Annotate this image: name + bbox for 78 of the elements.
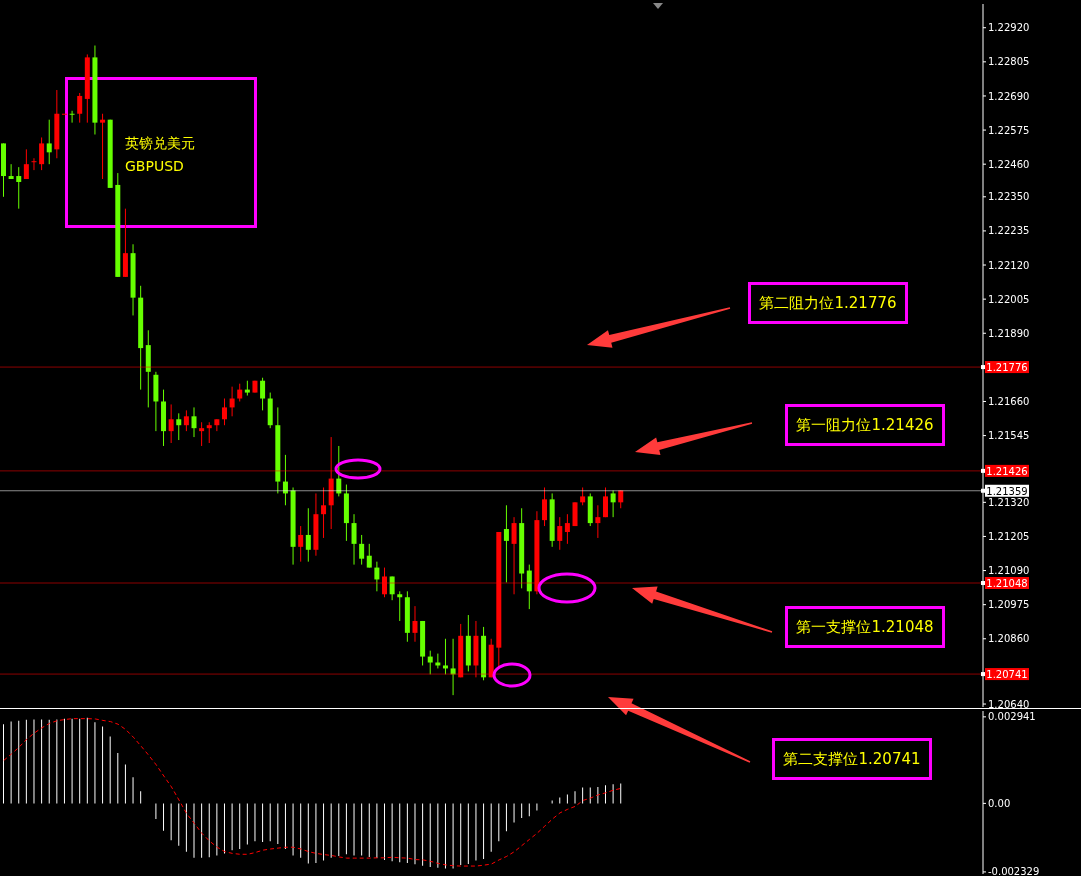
candlestick	[46, 119, 52, 165]
candlestick	[191, 406, 197, 438]
y-tick-label: 1.21090	[988, 565, 1030, 577]
candlestick	[221, 398, 227, 426]
y-tick-label: 1.20640	[988, 698, 1030, 710]
y-tick-label: 1.22005	[988, 293, 1030, 305]
annotation: 第二阻力位1.21776	[748, 282, 908, 324]
y-tick-label: 1.22460	[988, 158, 1030, 170]
ref-line-label: 1.21426	[986, 465, 1028, 477]
candlestick	[557, 516, 563, 551]
candlestick	[229, 386, 235, 417]
y-tick-label: 0.002941	[988, 711, 1036, 723]
y-tick-label: -0.002329	[988, 866, 1040, 876]
candlestick	[595, 504, 601, 539]
candlestick	[8, 163, 14, 180]
y-tick-label: 1.22690	[988, 90, 1030, 102]
y-tick-label: 1.22575	[988, 124, 1030, 136]
candlestick	[336, 445, 342, 497]
y-tick-label: 1.22350	[988, 191, 1030, 203]
candlestick	[511, 516, 517, 595]
candlestick	[442, 638, 448, 675]
ref-line-label: 1.21048	[986, 578, 1028, 590]
candlestick	[366, 543, 372, 569]
candlestick	[602, 487, 608, 518]
candlestick	[359, 534, 365, 566]
y-tick-label: 1.22235	[988, 225, 1030, 237]
candlestick	[23, 148, 29, 180]
text: GBPUSD	[125, 158, 184, 174]
candlestick	[321, 487, 327, 539]
candlestick	[389, 575, 395, 601]
annotation: 第一阻力位1.21426	[785, 404, 945, 446]
candlestick	[176, 412, 182, 441]
candlestick	[183, 409, 189, 432]
y-tick-label: 1.20975	[988, 599, 1030, 611]
candlestick	[610, 489, 616, 518]
candlestick	[351, 513, 357, 566]
candlestick	[69, 110, 75, 124]
y-tick-label: 1.21660	[988, 396, 1030, 408]
candlestick	[77, 92, 83, 124]
y-tick-label: 1.21890	[988, 327, 1030, 339]
annotation: 第一支撑位1.21048	[785, 606, 945, 648]
candlestick	[412, 605, 418, 643]
candlestick	[382, 567, 388, 598]
ref-line-label: 1.21359	[986, 485, 1028, 497]
y-tick-label: 1.22920	[988, 22, 1030, 34]
candlestick	[542, 487, 548, 527]
candlestick	[168, 403, 174, 444]
candlestick	[305, 507, 311, 563]
candlestick	[100, 113, 106, 180]
candlestick	[564, 513, 570, 545]
text: 英镑兑美元	[125, 135, 195, 153]
candlestick	[39, 136, 45, 171]
candlestick	[199, 421, 205, 447]
candlestick	[374, 561, 380, 592]
candlestick	[450, 638, 456, 696]
y-tick-label: 1.21320	[988, 496, 1030, 508]
candlestick	[298, 525, 304, 563]
y-tick-label: 1.21545	[988, 430, 1030, 442]
candlestick	[206, 421, 212, 444]
y-tick-label: 0.00	[988, 797, 1011, 809]
candlestick	[282, 454, 288, 506]
line-series	[3, 718, 622, 867]
candlestick	[397, 590, 403, 622]
annotation: 第二支撑位1.20741	[772, 738, 932, 780]
ref-line-label: 1.21776	[986, 362, 1028, 374]
candlestick	[16, 166, 22, 210]
y-tick-label: 1.22805	[988, 56, 1030, 68]
candlestick	[503, 504, 509, 583]
y-tick-label: 1.20860	[988, 633, 1030, 645]
candlestick	[122, 208, 128, 278]
y-tick-label: 1.21205	[988, 530, 1030, 542]
candlestick	[214, 418, 220, 432]
candlestick	[526, 564, 532, 610]
candlestick	[31, 157, 37, 171]
candlestick	[427, 650, 433, 675]
ref-line-label: 1.20741	[986, 669, 1028, 681]
candlestick	[260, 377, 266, 411]
y-tick-label: 1.22120	[988, 259, 1030, 271]
